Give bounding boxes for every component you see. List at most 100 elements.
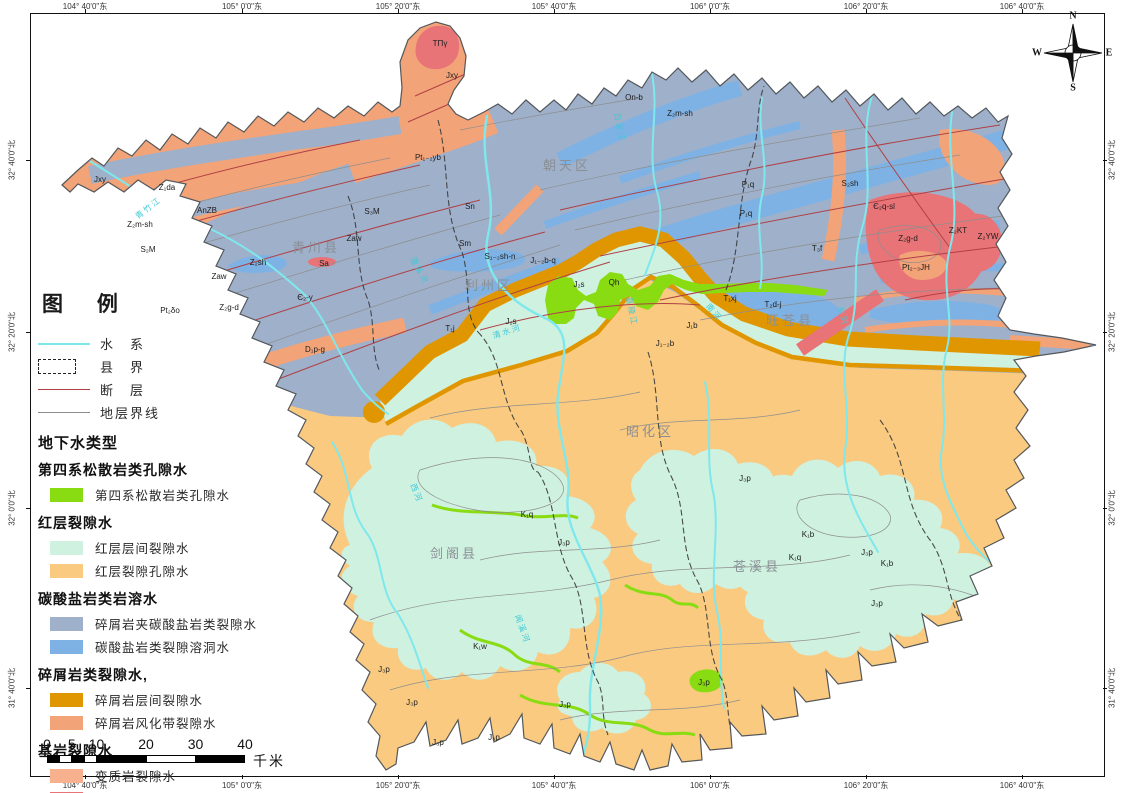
legend-item-label: 县 界 (100, 360, 146, 375)
geo-label: J₃p (378, 665, 390, 674)
geo-label: J₃p (698, 678, 710, 687)
stratum-line-symbol (38, 412, 90, 413)
geo-label: Pt₂₋₃JH (902, 263, 930, 272)
graticule-tick (85, 9, 86, 13)
legend-item-label: 断 层 (100, 383, 146, 398)
groundwater-item-label: 红层裂隙孔隙水 (95, 565, 190, 579)
geo-label: J₃p (871, 599, 883, 608)
compass-s-label: S (1070, 82, 1076, 94)
graticule-tick (26, 688, 30, 689)
color-swatch (50, 715, 83, 730)
geo-label: J₁₋₂b-q (530, 256, 556, 265)
graticule-tick (1022, 775, 1023, 779)
county-label: 利州区 (465, 278, 513, 293)
graticule-label-top: 106° 20'0"东 (843, 2, 889, 11)
geo-label: Sn (465, 202, 475, 211)
graticule-tick (26, 508, 30, 509)
groundwater-item: 红层层间裂隙水 (38, 536, 318, 559)
scale-tick-label: 0 (43, 736, 51, 752)
scale-bar-segment (195, 755, 245, 763)
graticule-label-right: 32° 20'0"北 (1107, 311, 1117, 353)
graticule-label-bottom: 105° 0'0"东 (221, 781, 263, 790)
scale-unit-label: 千米 (253, 753, 285, 769)
scale-tick-label: 10 (88, 736, 105, 752)
scale-tick-label: 40 (237, 736, 253, 752)
geo-label: Z₂g-d (219, 303, 239, 312)
geo-label: Qh (609, 278, 620, 287)
legend-panel: 图 例 水 系县 界断 层地层界线 地下水类型 第四系松散岩类孔隙水 第四系松散岩… (38, 288, 318, 793)
graticule-label-top: 105° 20'0"东 (375, 2, 421, 11)
geo-label: Zaw (211, 272, 226, 281)
geo-label: J₂s (573, 280, 584, 289)
geo-label: J₃p (861, 548, 873, 557)
graticule-tick (554, 775, 555, 779)
graticule-tick (1103, 688, 1107, 689)
geo-label: ΤΠγ (433, 39, 448, 48)
graticule-tick (242, 775, 243, 779)
groundwater-item-label: 岩浆岩裂隙水 (95, 789, 176, 793)
geo-label: S₃M (364, 207, 380, 216)
groundwater-item: 变质岩裂隙水 (38, 764, 318, 787)
scale-bar-segment (59, 755, 72, 763)
graticule-label-top: 105° 40'0"东 (531, 2, 577, 11)
groundwater-item-label: 碳酸盐岩类裂隙溶洞水 (95, 641, 231, 655)
groundwater-item: 岩浆岩裂隙水 (38, 787, 318, 793)
geo-label: J₃p (406, 698, 418, 707)
legend-item-label: 地层界线 (100, 406, 161, 421)
legend-item-stratum: 地层界线 (38, 401, 318, 424)
groundwater-item-label: 变质岩裂隙水 (95, 770, 177, 784)
groundwater-item: 碎屑岩风化带裂隙水 (38, 711, 318, 734)
county-label: 青川县 (292, 240, 340, 255)
geo-label: Jxy (94, 175, 106, 184)
color-swatch (50, 768, 83, 783)
geo-label: Pt₁₋₂yb (415, 153, 442, 162)
geo-label: Jxy (446, 71, 458, 80)
legend-symbol-items: 水 系县 界断 层地层界线 (38, 332, 318, 424)
graticule-label-left: 32° 20'0"北 (7, 311, 17, 353)
graticule-label-left: 32° 40'0"北 (7, 139, 17, 181)
quaternary-valley-lines (431, 503, 700, 737)
geo-label: J₂s (505, 317, 516, 326)
geo-label: On-b (625, 93, 643, 102)
scale-tick-label: 30 (187, 736, 204, 752)
legend-item-river: 水 系 (38, 332, 318, 355)
geo-label: T₂d-j (765, 300, 782, 309)
groundwater-item: 碳酸盐岩类裂隙溶洞水 (38, 635, 318, 658)
county-label: 苍溪县 (733, 559, 781, 574)
graticule-label-bottom: 105° 20'0"东 (375, 781, 421, 790)
compass-n-label: N (1069, 10, 1077, 22)
scale-bar: 0 5 10 20 30 40 千米 (40, 736, 340, 776)
geo-label: S₁₋₂sh-n (485, 252, 516, 261)
groundwater-group-heading: 红层裂隙水 (38, 515, 113, 531)
scale-bar-segment (146, 755, 196, 763)
groundwater-item: 碎屑岩层间裂隙水 (38, 688, 318, 711)
color-swatch (50, 616, 83, 631)
groundwater-group-heading: 碳酸盐岩类岩溶水 (38, 591, 158, 607)
groundwater-item: 红层裂隙孔隙水 (38, 559, 318, 582)
amber-clastic-band (374, 226, 1041, 426)
scale-bar-segment (96, 755, 146, 763)
graticule-label-bottom: 106° 20'0"东 (843, 781, 889, 790)
geo-label: K₁b (881, 559, 894, 568)
graticule-tick (1103, 508, 1107, 509)
geo-label: J₃p (432, 738, 444, 747)
groundwater-item-label: 碎屑岩夹碳酸盐岩类裂隙水 (95, 618, 258, 632)
graticule-tick (398, 775, 399, 779)
geo-label: J₁b (686, 321, 698, 330)
color-swatch (50, 791, 83, 793)
geo-label: J₃p (558, 538, 570, 547)
geo-label: S₂M (140, 245, 155, 254)
geo-label: Z₁da (159, 183, 176, 192)
groundwater-item-label: 第四系松散岩类孔隙水 (95, 489, 231, 503)
geo-label: S₂sh (842, 179, 859, 188)
geo-label: Є₂q-sl (873, 202, 895, 211)
graticule-tick (866, 775, 867, 779)
groundwater-groups: 第四系松散岩类孔隙水 第四系松散岩类孔隙水 红层裂隙水 红层层间裂隙水 红层裂隙孔隙水碳… (38, 460, 318, 793)
scale-tick-label: 20 (138, 736, 154, 752)
geo-label: K₁q (521, 510, 533, 519)
south-mint-patches (341, 419, 995, 734)
graticule-tick (85, 775, 86, 779)
legend-title: 图 例 (42, 293, 132, 316)
graticule-label-top: 104° 40'0"东 (62, 2, 108, 11)
